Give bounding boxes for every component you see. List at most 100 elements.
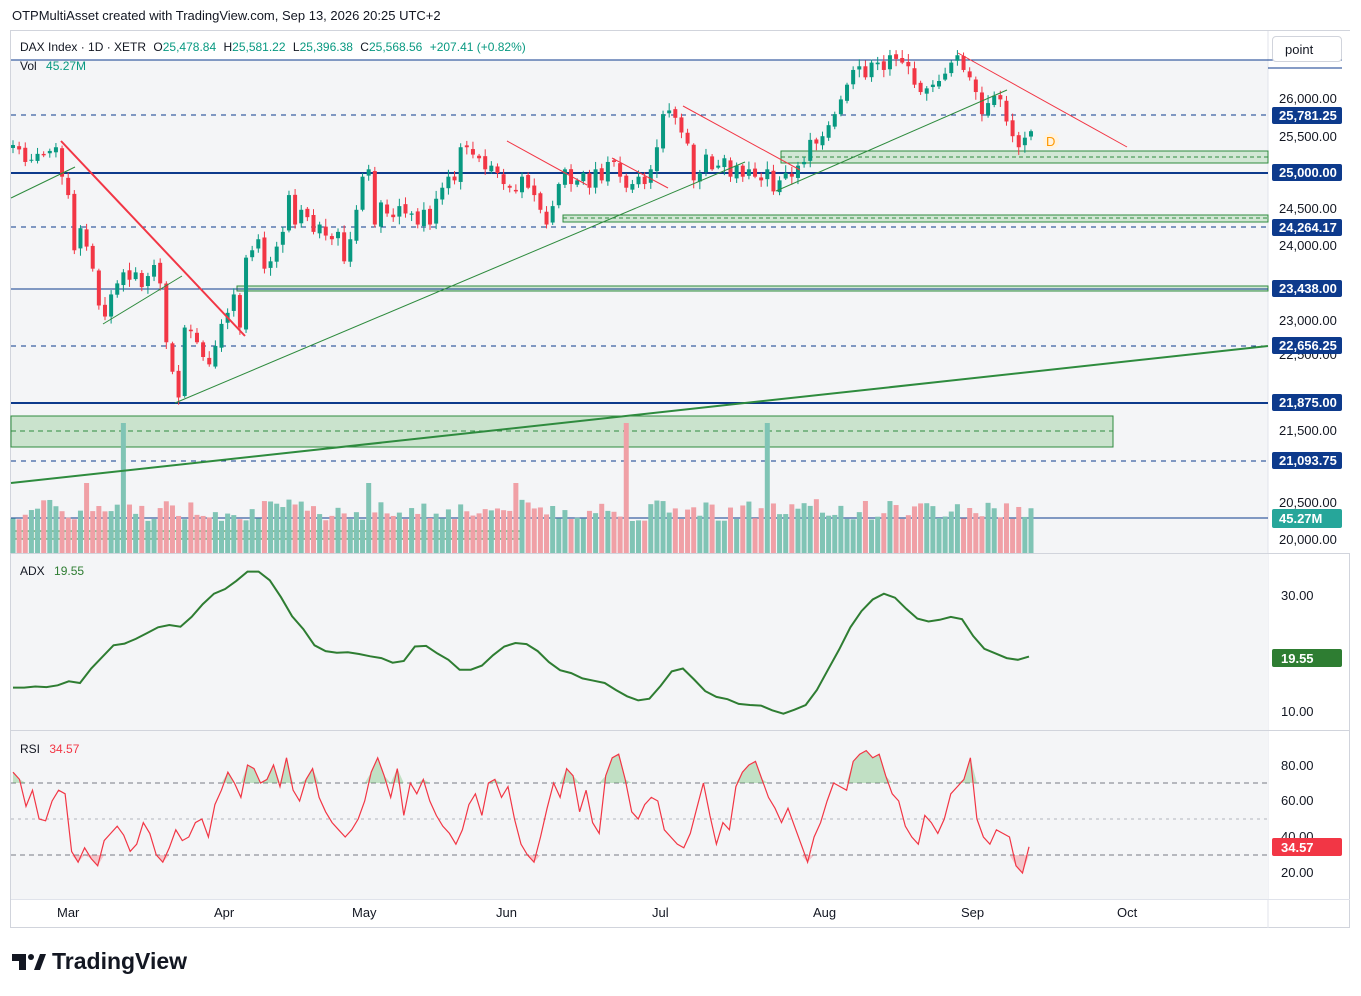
candle-body[interactable] xyxy=(201,342,206,357)
candle-body[interactable] xyxy=(256,239,261,249)
candle-body[interactable] xyxy=(1016,135,1021,148)
candle-body[interactable] xyxy=(618,163,623,177)
candle-body[interactable] xyxy=(863,66,868,78)
candle-body[interactable] xyxy=(145,276,150,287)
candle-body[interactable] xyxy=(102,304,107,317)
candle-body[interactable] xyxy=(348,239,353,262)
candle-body[interactable] xyxy=(513,189,518,192)
candle-body[interactable] xyxy=(943,73,948,80)
candle-body[interactable] xyxy=(599,168,604,181)
candle-body[interactable] xyxy=(845,84,850,101)
dividend-marker[interactable]: D xyxy=(1046,134,1055,149)
candle-body[interactable] xyxy=(372,171,377,225)
candle-body[interactable] xyxy=(605,161,610,182)
candle-body[interactable] xyxy=(795,165,800,178)
adx-label[interactable]: ADX xyxy=(20,564,45,578)
candle-body[interactable] xyxy=(323,226,328,236)
candle-body[interactable] xyxy=(734,165,739,179)
candle-body[interactable] xyxy=(96,270,101,306)
candle-body[interactable] xyxy=(992,95,997,105)
candle-body[interactable] xyxy=(495,166,500,173)
candle-body[interactable] xyxy=(262,237,267,269)
candle-body[interactable] xyxy=(710,156,715,170)
candle-body[interactable] xyxy=(66,177,71,196)
candle-body[interactable] xyxy=(274,246,279,262)
candle-body[interactable] xyxy=(280,231,285,245)
candle-body[interactable] xyxy=(900,58,905,63)
candle-body[interactable] xyxy=(661,114,666,149)
candle-body[interactable] xyxy=(415,211,420,225)
candle-body[interactable] xyxy=(127,270,132,280)
candle-body[interactable] xyxy=(894,54,899,59)
candle-body[interactable] xyxy=(115,283,120,295)
candle-body[interactable] xyxy=(477,155,482,159)
candle-body[interactable] xyxy=(753,168,758,177)
candle-body[interactable] xyxy=(912,68,917,85)
candle-body[interactable] xyxy=(231,294,236,311)
candle-body[interactable] xyxy=(182,327,187,397)
candle-body[interactable] xyxy=(697,173,702,182)
candle-body[interactable] xyxy=(139,272,144,288)
candle-body[interactable] xyxy=(869,62,874,78)
candle-body[interactable] xyxy=(311,214,316,232)
candle-body[interactable] xyxy=(593,169,598,188)
candle-body[interactable] xyxy=(746,169,751,176)
candle-body[interactable] xyxy=(851,69,856,85)
symbol-name[interactable]: DAX Index · 1D · XETR xyxy=(20,40,147,54)
candle-body[interactable] xyxy=(955,55,960,61)
candle-body[interactable] xyxy=(47,150,52,154)
candle-body[interactable] xyxy=(624,175,629,188)
candle-body[interactable] xyxy=(918,82,923,93)
candle-body[interactable] xyxy=(35,153,40,161)
candle-body[interactable] xyxy=(648,169,653,183)
candle-body[interactable] xyxy=(526,175,531,188)
candle-body[interactable] xyxy=(268,261,273,268)
candle-body[interactable] xyxy=(832,114,837,127)
candle-body[interactable] xyxy=(667,110,672,114)
candle-body[interactable] xyxy=(489,165,494,172)
candle-body[interactable] xyxy=(464,145,469,148)
candle-body[interactable] xyxy=(244,257,249,330)
candle-body[interactable] xyxy=(23,147,28,162)
candle-body[interactable] xyxy=(654,147,659,172)
candle-body[interactable] xyxy=(998,95,1003,100)
candle-body[interactable] xyxy=(887,55,892,70)
candle-body[interactable] xyxy=(385,204,390,214)
candle-body[interactable] xyxy=(250,250,255,258)
candle-body[interactable] xyxy=(17,146,22,150)
candle-body[interactable] xyxy=(329,236,334,240)
candle-body[interactable] xyxy=(84,229,89,247)
candle-body[interactable] xyxy=(826,125,831,138)
candle-body[interactable] xyxy=(41,153,46,156)
candle-body[interactable] xyxy=(679,117,684,133)
candle-body[interactable] xyxy=(673,109,678,118)
candle-body[interactable] xyxy=(814,139,819,144)
candle-body[interactable] xyxy=(336,231,341,239)
candle-body[interactable] xyxy=(378,202,383,227)
candle-body[interactable] xyxy=(305,208,310,218)
candle-body[interactable] xyxy=(60,148,65,177)
candle-body[interactable] xyxy=(440,187,445,200)
candle-body[interactable] xyxy=(501,174,506,185)
candle-body[interactable] xyxy=(765,169,770,180)
candle-body[interactable] xyxy=(286,195,291,231)
candle-body[interactable] xyxy=(906,61,911,67)
candle-body[interactable] xyxy=(581,173,586,182)
candle-body[interactable] xyxy=(685,132,690,144)
candle-body[interactable] xyxy=(170,343,175,372)
candle-body[interactable] xyxy=(219,323,224,348)
candle-body[interactable] xyxy=(949,62,954,74)
candle-body[interactable] xyxy=(875,62,880,65)
candle-body[interactable] xyxy=(428,208,433,225)
rsi-label[interactable]: RSI xyxy=(20,742,41,756)
candle-body[interactable] xyxy=(857,66,862,70)
candle-body[interactable] xyxy=(937,81,942,87)
candle-body[interactable] xyxy=(72,193,77,251)
candle-body[interactable] xyxy=(520,176,524,193)
candle-body[interactable] xyxy=(507,185,512,188)
candle-body[interactable] xyxy=(973,79,978,93)
candle-body[interactable] xyxy=(532,185,537,196)
candle-body[interactable] xyxy=(759,177,764,181)
candle-body[interactable] xyxy=(470,149,475,155)
candle-body[interactable] xyxy=(630,184,635,190)
